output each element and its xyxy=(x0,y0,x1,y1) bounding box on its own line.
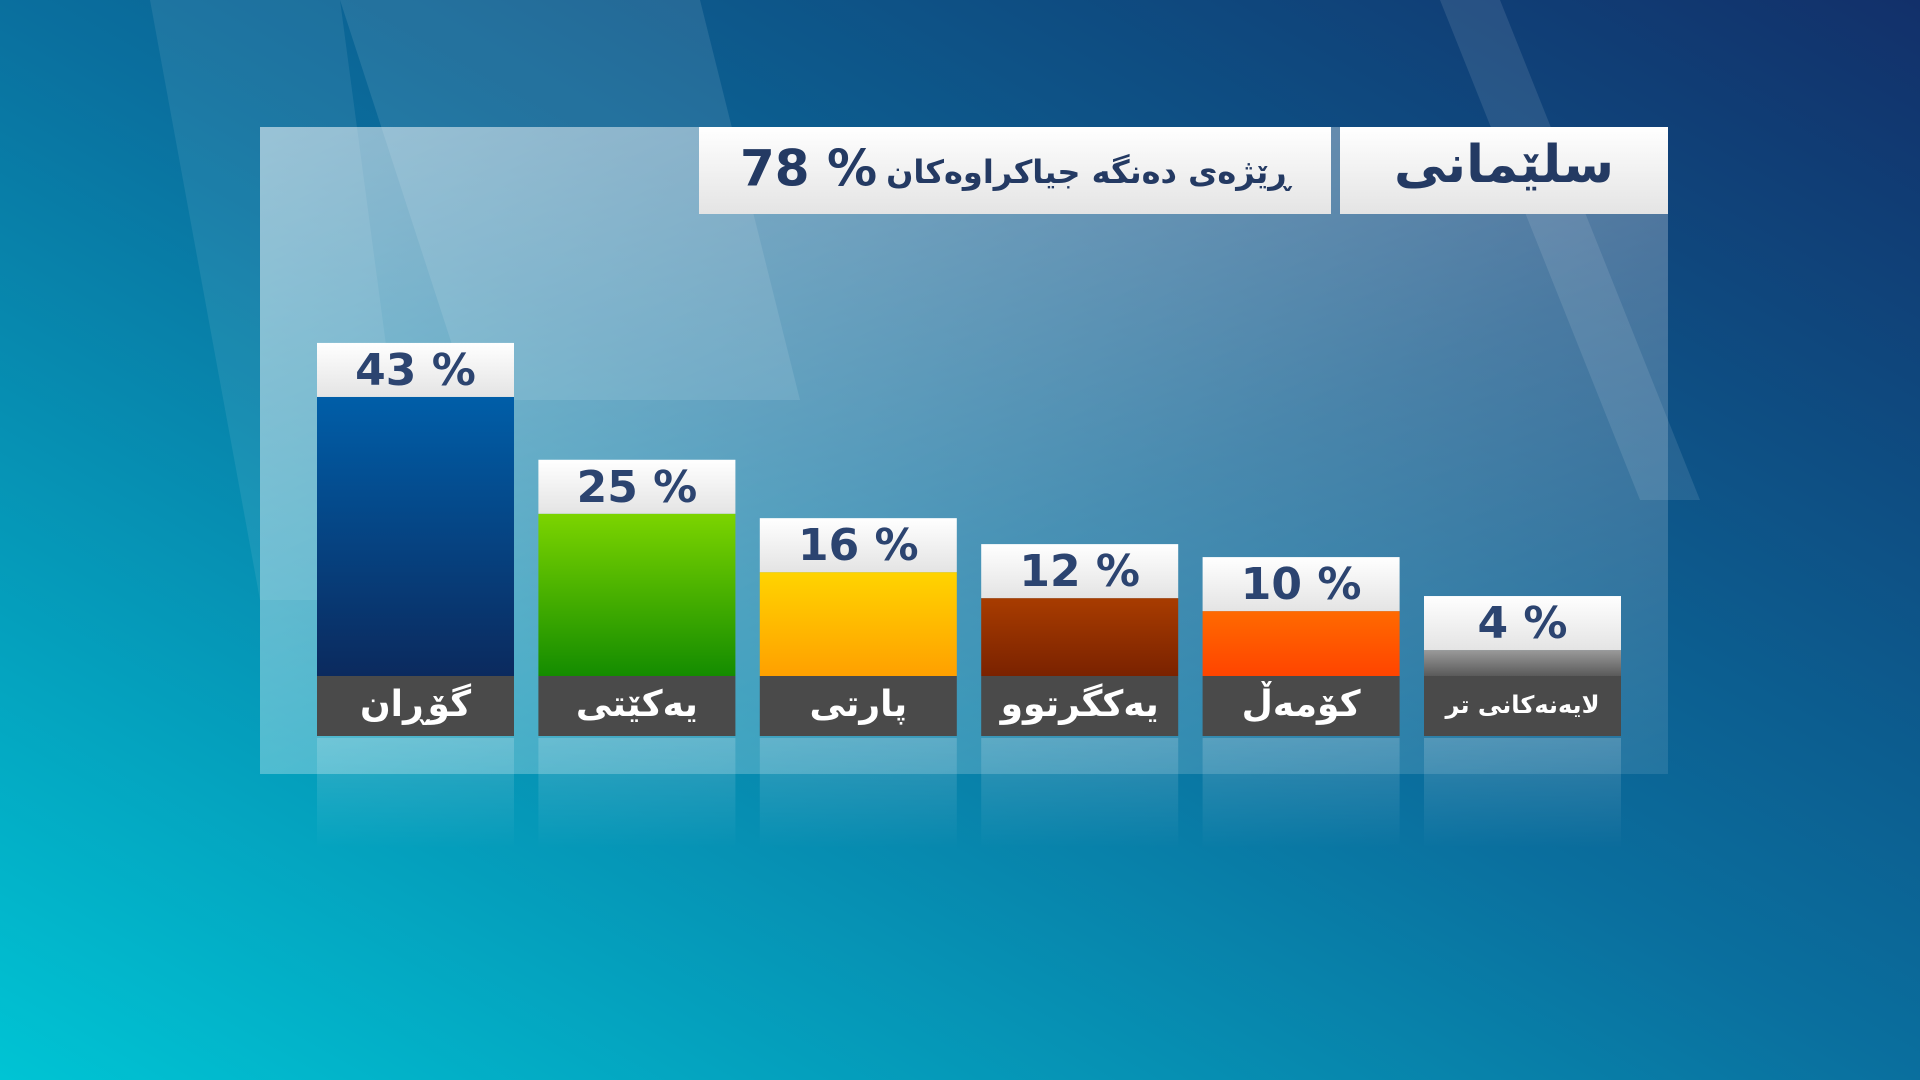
category-label: لایەنەکانی تر xyxy=(1444,691,1599,719)
category-label: کۆمەڵ xyxy=(1242,681,1361,725)
bar xyxy=(317,396,514,676)
category-box xyxy=(981,676,1179,736)
value-label: 16 % xyxy=(798,520,919,571)
category-label: یەکێتی xyxy=(576,684,698,725)
bars: 43 % گۆڕان 25 % یەکێتی 16 % پارتی 12 % یەکگرتوو… xyxy=(317,342,1621,848)
bar xyxy=(981,598,1179,676)
reflection xyxy=(981,738,1179,848)
reflection xyxy=(317,738,514,848)
value-label-box xyxy=(1202,557,1400,612)
category-label: گۆڕان xyxy=(360,683,471,725)
value-label-box xyxy=(1424,596,1621,651)
chart-subtitle: ڕێژەی دەنگە جیاکراوەکان xyxy=(886,153,1293,191)
bar xyxy=(538,513,736,676)
category-box xyxy=(759,676,957,736)
bar xyxy=(1424,650,1621,676)
category-box xyxy=(1202,676,1400,736)
value-label: 12 % xyxy=(1019,546,1140,597)
value-label-box xyxy=(317,342,514,397)
category-box xyxy=(538,676,736,736)
reflection xyxy=(1202,738,1400,848)
value-label-box xyxy=(538,459,736,514)
category-box xyxy=(317,676,514,736)
value-label: 25 % xyxy=(577,462,698,513)
category-label: پارتی xyxy=(809,684,907,725)
subtitle-value: 78 % xyxy=(740,140,877,198)
reflection xyxy=(538,738,736,848)
value-label: 43 % xyxy=(355,345,476,396)
title-box xyxy=(1340,127,1668,214)
value-label: 4 % xyxy=(1477,598,1567,649)
value-label-box xyxy=(981,544,1179,599)
value-label: 10 % xyxy=(1241,559,1362,610)
bar xyxy=(1202,611,1400,676)
chart-title: سلێمانی xyxy=(1394,135,1614,195)
bar xyxy=(759,572,957,676)
reflection xyxy=(1424,738,1621,848)
value-label-box xyxy=(759,518,957,573)
category-label: یەکگرتوو xyxy=(999,683,1159,725)
reflection xyxy=(759,738,957,848)
subtitle-box xyxy=(699,127,1331,214)
category-box xyxy=(1424,676,1621,736)
